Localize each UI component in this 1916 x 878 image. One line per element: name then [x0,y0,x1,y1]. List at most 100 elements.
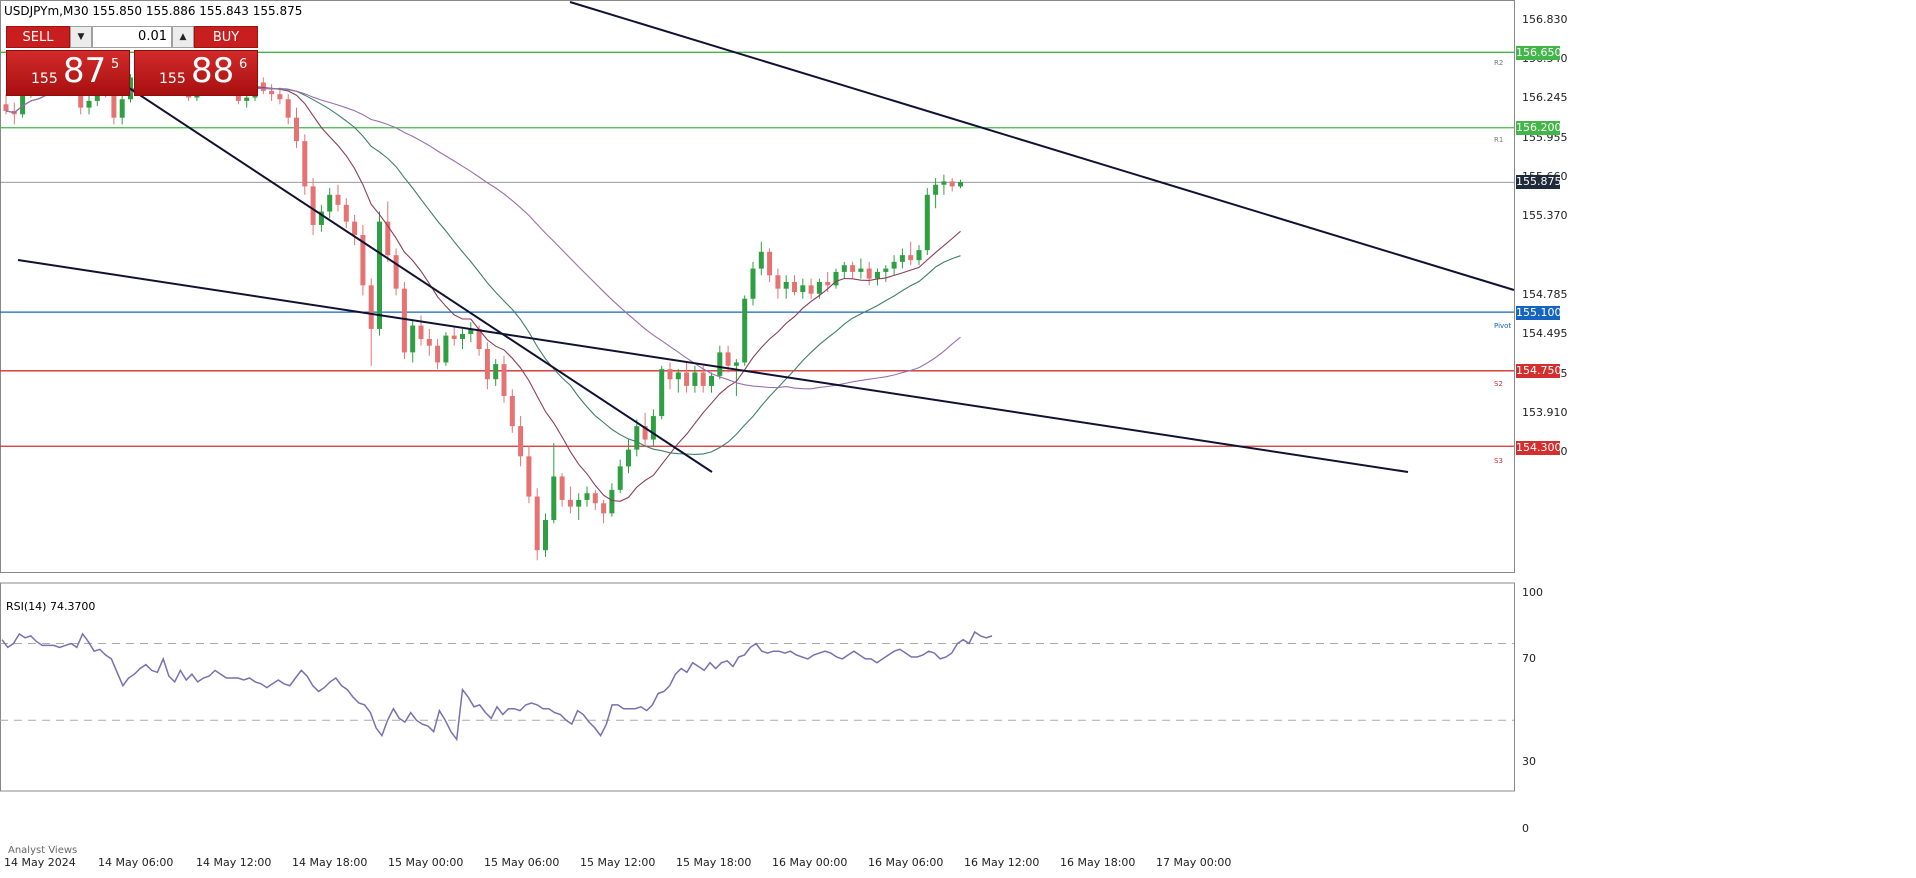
candle-body [592,493,598,504]
buy-price-button[interactable]: 155 88 6 [134,50,258,96]
time-axis-tick: 14 May 2024 [4,856,76,869]
candle-body [717,352,723,376]
candle-body [360,235,366,286]
candle-body [866,268,872,279]
buy-price-big: 88 [191,51,235,91]
time-axis-tick: 15 May 06:00 [484,856,560,869]
candle-body [808,285,814,294]
candle-body [750,268,756,299]
candle-body [667,369,673,380]
candle-body [368,285,374,329]
candle-body [584,493,590,500]
candle-body [709,375,714,386]
channel-trendline [17,259,1409,473]
candle-body [800,285,806,293]
candle-body [468,328,474,334]
candle-body [260,82,266,91]
rsi-axis-tick: 0 [1522,822,1529,835]
time-axis-tick: 16 May 18:00 [1060,856,1136,869]
candle-body [617,466,623,490]
time-axis-tick: 16 May 00:00 [772,856,848,869]
rsi-plot-frame [0,582,1515,792]
candle-body [86,100,92,108]
sell-price-pip: 5 [111,57,120,72]
candle-body [841,265,847,272]
one-click-trading-panel: SELL ▼ 0.01 ▲ BUY 155 87 5 155 88 6 [6,26,258,98]
rsi-indicator-pane[interactable] [0,580,1916,874]
lot-increase-button[interactable]: ▲ [172,26,194,48]
sell-price-big: 87 [63,51,107,91]
candle-body [509,395,515,427]
buy-price-pip: 6 [239,57,248,72]
time-axis-tick: 15 May 00:00 [388,856,464,869]
candle-body [393,255,399,289]
candle-body [111,94,117,118]
candle-body [634,426,640,450]
candle-body [435,345,441,363]
candle-body [401,288,407,353]
rsi-axis-tick: 70 [1522,652,1536,665]
candle-body [559,476,565,500]
price-axis-tick: 154.495 [1522,327,1568,340]
channel-trendline [119,81,713,473]
sell-price-button[interactable]: 155 87 5 [6,50,130,96]
candle-body [659,369,665,417]
candle-body [518,426,524,457]
candle-body [825,281,831,286]
candle-body [924,194,930,251]
candle-body [650,416,656,440]
level-name-s3: S3 [1494,457,1503,465]
candle-body [567,499,573,507]
price-chart-canvas[interactable] [0,0,1916,580]
buy-button[interactable]: BUY [194,26,258,48]
candle-body [343,204,349,222]
candle-body [318,211,324,225]
time-axis-tick: 17 May 00:00 [1156,856,1232,869]
candle-body [119,99,125,118]
rsi-line [1,630,993,742]
candle-body [526,456,532,497]
candle-body [700,372,706,386]
ma-slow-line [5,87,961,390]
buy-price-prefix: 155 [159,71,186,87]
candle-body [692,372,698,386]
current-price-tag: 155.875 [1516,175,1562,189]
candle-body [891,261,897,269]
candle-body [385,221,391,256]
level-tag-s2: 154.750 [1516,364,1562,378]
candle-body [501,364,507,396]
candle-body [269,90,275,95]
price-axis-tick: 155.370 [1522,209,1568,222]
rsi-axis-tick: 100 [1522,586,1543,599]
level-name-pivot: Pivot [1494,322,1512,330]
candle-body [908,255,914,261]
price-axis-tick: 153.910 [1522,406,1568,419]
candle-body [642,426,648,440]
chart-title: USDJPYm,M30 155.850 155.886 155.843 155.… [4,4,303,18]
candle-body [493,364,499,380]
lot-decrease-button[interactable]: ▼ [70,26,92,48]
price-axis-tick: 156.830 [1522,13,1568,26]
analyst-views-label[interactable]: Analyst Views [8,845,78,856]
candle-body [883,268,889,272]
rsi-label: RSI(14) 74.3700 [6,600,96,613]
price-chart[interactable] [0,0,1916,580]
price-plot-frame [0,0,1515,573]
candle-body [3,104,9,111]
candle-body [20,92,26,115]
level-tag-s3: 154.300 [1516,441,1562,455]
candle-body [310,186,316,225]
rsi-chart-canvas[interactable] [0,580,1916,874]
level-name-r2: R2 [1494,59,1504,67]
time-axis-tick: 15 May 18:00 [676,856,752,869]
lot-size-input[interactable]: 0.01 [92,26,172,48]
candle-body [675,372,681,380]
candle-body [875,271,880,279]
time-axis-tick: 14 May 06:00 [98,856,174,869]
candle-body [742,298,748,363]
candle-body [601,503,607,514]
candle-body [626,449,631,467]
candle-body [899,255,905,262]
candle-body [451,335,457,339]
sell-button[interactable]: SELL [6,26,70,48]
